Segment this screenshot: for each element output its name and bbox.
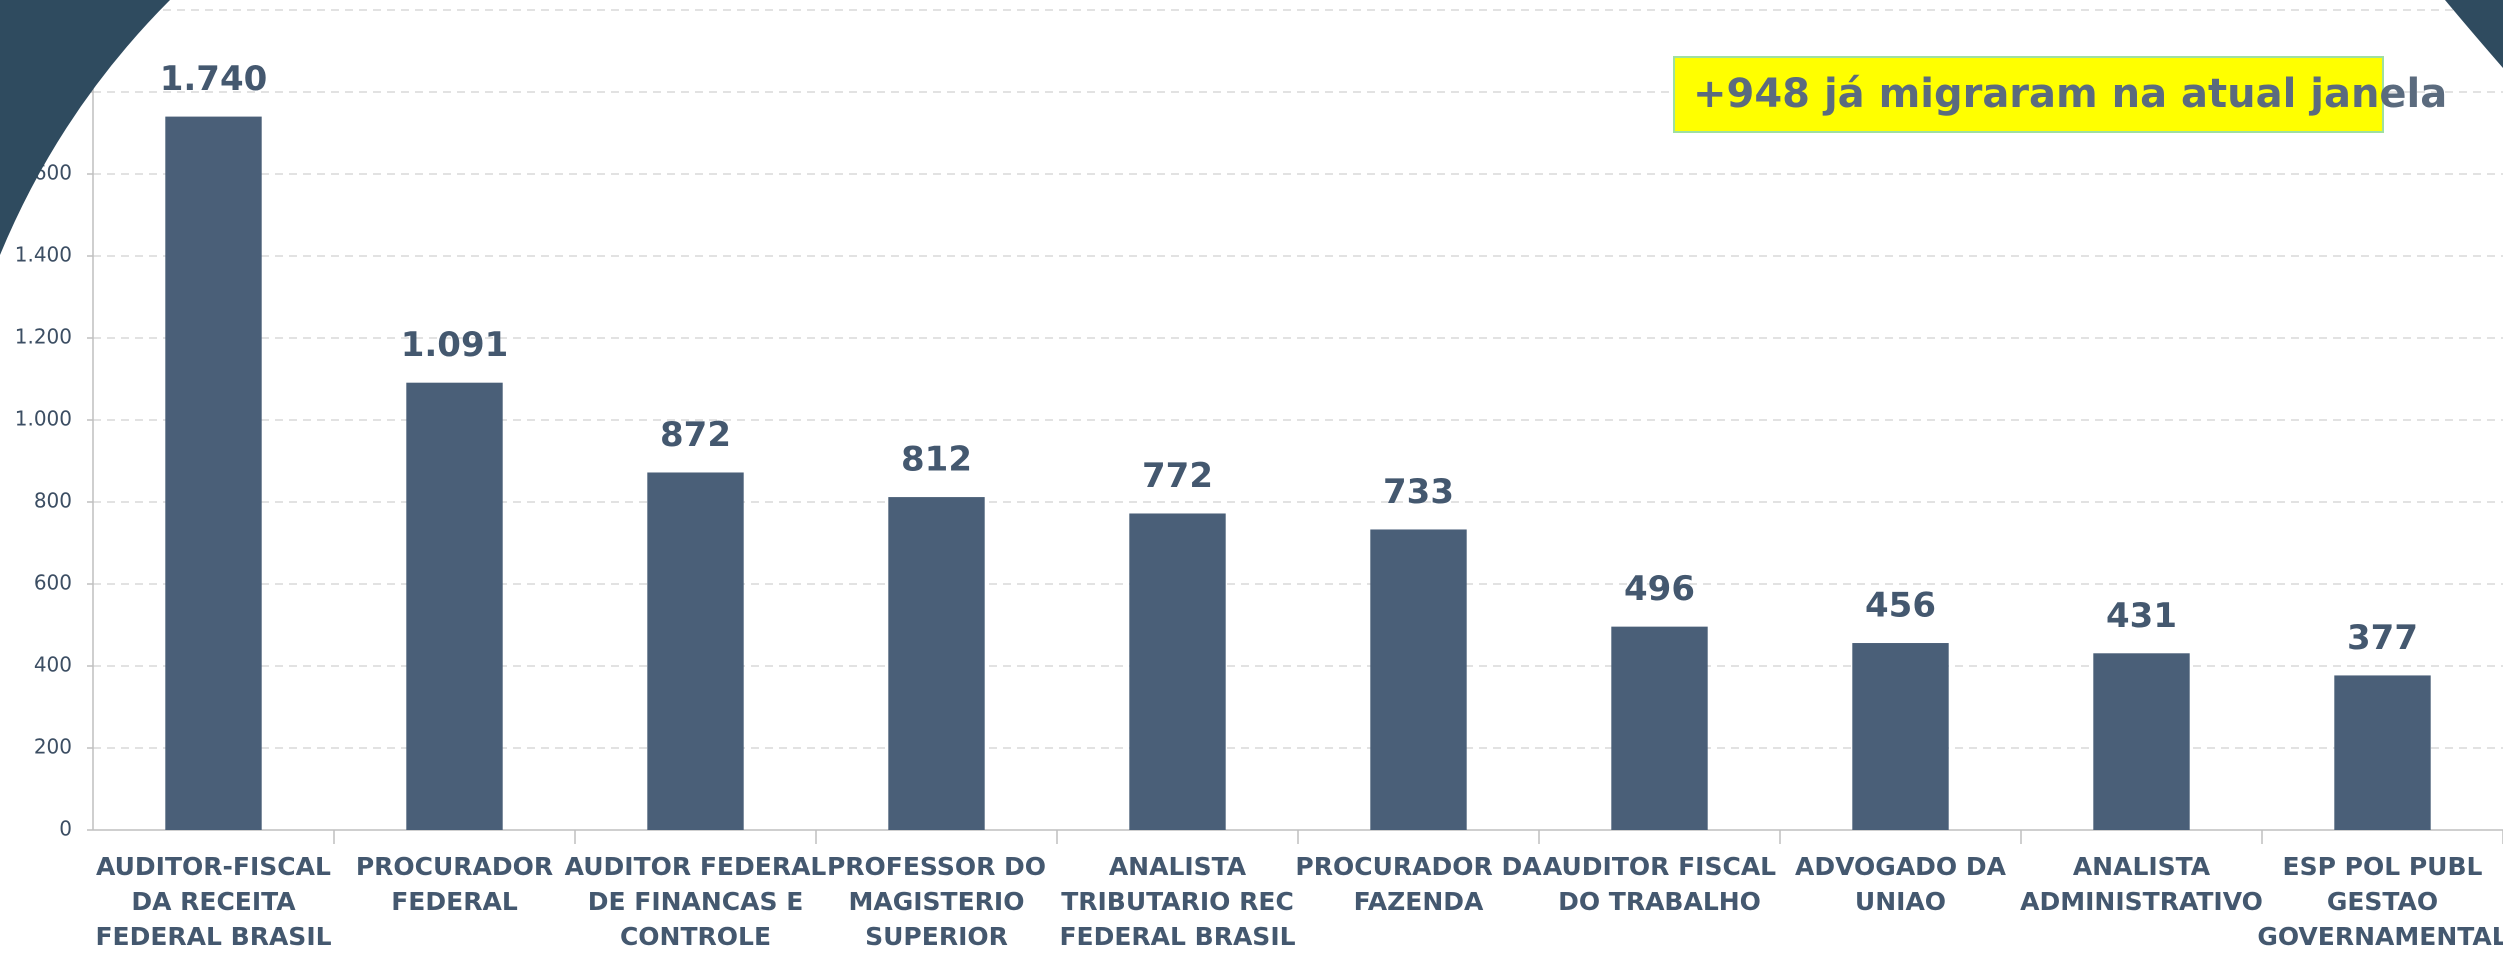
y-tick-label: 0: [59, 817, 72, 841]
x-tick-label: PROCURADOR DA FAZENDA: [1295, 852, 1542, 916]
value-label: 377: [2347, 618, 2418, 658]
value-label: 872: [660, 415, 731, 455]
bar: [888, 497, 985, 830]
x-tick-label: AUDITOR FEDERAL DE FINANCAS E CONTROLE: [565, 852, 827, 951]
x-tick-label: ANALISTA TRIBUTARIO REC FEDERAL BRASIL: [1059, 852, 1295, 951]
y-tick-label: 1.000: [15, 407, 72, 431]
decoration: [0, 0, 170, 255]
x-tick-label: AUDITOR-FISCAL DA RECEITA FEDERAL BRASIL: [95, 852, 331, 951]
bar: [1129, 513, 1226, 830]
value-label: 1.091: [401, 325, 509, 365]
y-tick-label: 800: [34, 489, 72, 513]
y-tick-label: 400: [34, 653, 72, 677]
bar: [647, 472, 744, 830]
value-label: 496: [1624, 569, 1695, 609]
y-tick-label: 1.400: [15, 243, 72, 267]
x-tick-label: AUDITOR FISCAL DO TRABALHO: [1543, 852, 1776, 916]
y-tick-label: 600: [34, 571, 72, 595]
x-tick-label: PROFESSOR DO MAGISTERIO SUPERIOR: [827, 852, 1046, 951]
value-label: 431: [2106, 596, 2177, 636]
bar: [165, 116, 262, 831]
bar: [1852, 643, 1949, 830]
value-label: 772: [1142, 456, 1213, 496]
x-tick-label: ANALISTA ADMINISTRATIVO: [2020, 852, 2263, 916]
x-tick-label: ADVOGADO DA UNIAO: [1795, 852, 2007, 916]
value-label: 1.740: [160, 59, 268, 99]
bar: [1370, 529, 1467, 830]
decoration: [2445, 0, 2503, 68]
x-tick-label: ESP POL PUBL GESTAO GOVERNAMENTAL: [2257, 852, 2503, 951]
bar: [406, 382, 503, 830]
bar: [2093, 653, 2190, 830]
y-tick-label: 1.200: [15, 325, 72, 349]
y-tick-label: 200: [34, 735, 72, 759]
annotation-box: [1673, 56, 2384, 133]
value-label: 733: [1383, 472, 1454, 512]
value-label: 456: [1865, 586, 1936, 626]
x-tick-label: PROCURADOR FEDERAL: [356, 852, 553, 916]
bar: [2334, 675, 2431, 830]
value-label: 812: [901, 440, 972, 480]
bar: [1611, 626, 1708, 830]
annotation: +948 já migraram na atual janela: [1693, 71, 2447, 117]
